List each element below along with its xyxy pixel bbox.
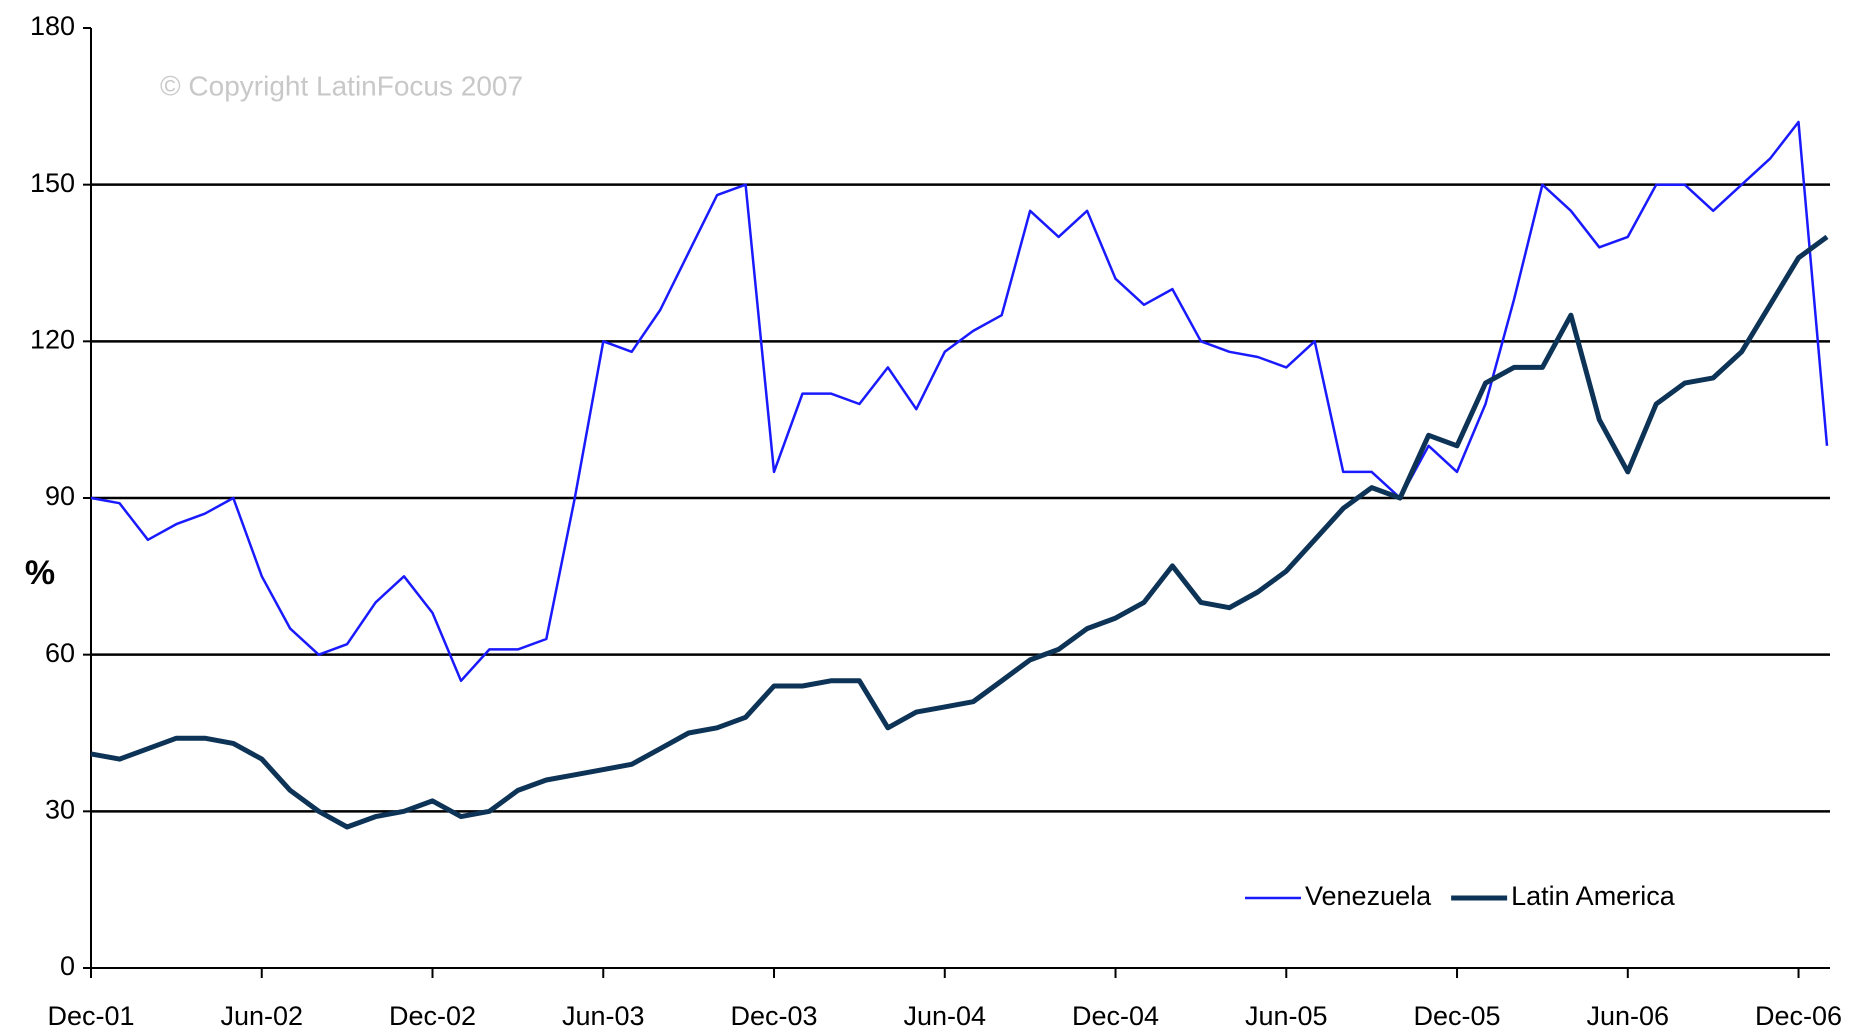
x-tick-label: Jun-04: [903, 1001, 986, 1030]
x-tick-label: Dec-04: [1072, 1001, 1159, 1030]
line-series: [90, 120, 1829, 683]
x-tick-label: Jun-06: [1587, 1001, 1670, 1030]
x-tick-label: Dec-05: [1414, 1001, 1501, 1030]
x-tick-label: Jun-02: [220, 1001, 303, 1030]
y-tick-label: 150: [30, 168, 75, 198]
x-tick-label: Dec-03: [730, 1001, 817, 1030]
y-axis-label: %: [25, 554, 55, 592]
y-tick-label: 120: [30, 324, 75, 354]
y-tick-label: 90: [45, 481, 75, 511]
x-tick-label: Dec-06: [1755, 1001, 1842, 1030]
y-tick-label: 60: [45, 638, 75, 668]
legend-label: Latin America: [1511, 881, 1676, 911]
x-tick-label: Jun-05: [1245, 1001, 1328, 1030]
x-tick-label: Jun-03: [562, 1001, 645, 1030]
y-tick-label: 30: [45, 794, 75, 824]
x-tick-label: Dec-02: [389, 1001, 476, 1030]
x-tick-label: Dec-01: [47, 1001, 134, 1030]
legend-label: Venezuela: [1305, 881, 1432, 911]
y-tick-label: 0: [60, 951, 75, 981]
y-tick-label: 180: [30, 11, 75, 41]
line-series: [90, 234, 1829, 830]
annotation: © Copyright LatinFocus 2007: [160, 70, 523, 101]
